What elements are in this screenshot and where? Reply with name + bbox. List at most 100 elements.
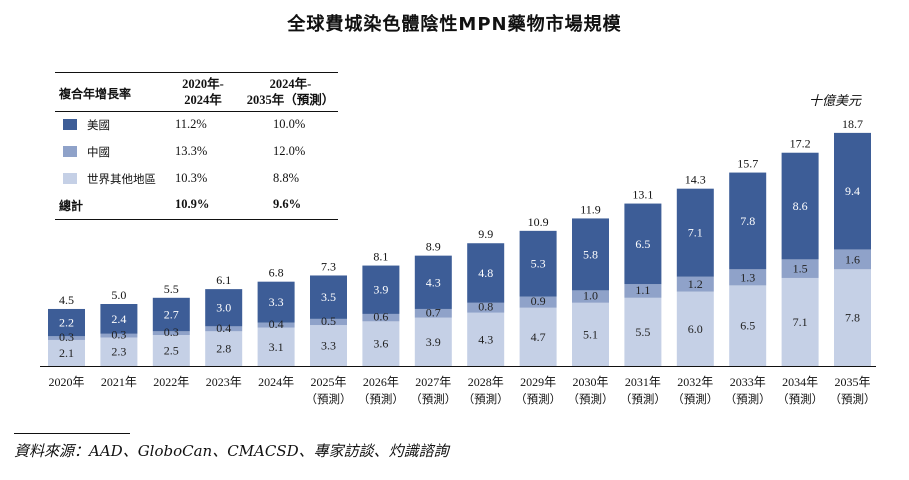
total-label: 14.3	[685, 173, 706, 187]
bar-segment-china	[152, 331, 190, 335]
data-label-us: 2.7	[164, 308, 179, 322]
bar-segment-rest-of-world	[414, 317, 452, 366]
data-label-china: 0.4	[269, 317, 284, 331]
data-label-rest-of-world: 2.8	[216, 342, 231, 356]
bar-segment-china	[205, 326, 243, 332]
x-tick-label: 2020年	[48, 375, 84, 389]
legend-row-rest-of-world: 世界其他地區 10.3% 8.8%	[55, 166, 338, 193]
total-label: 11.9	[580, 202, 601, 216]
x-tick-forecast-label: （預測）	[672, 392, 718, 406]
legend-row-total: 總計 10.9% 9.6%	[55, 193, 338, 220]
x-tick-forecast-label: （預測）	[830, 392, 876, 406]
x-tick-label: 2024年	[258, 375, 294, 389]
bar-segment-china	[519, 296, 557, 308]
bar-segment-us	[100, 304, 138, 334]
data-label-us: 2.2	[59, 316, 74, 330]
x-tick-forecast-label: （預測）	[777, 392, 823, 406]
bar-segment-china	[100, 333, 138, 338]
data-label-rest-of-world: 2.1	[59, 346, 74, 360]
data-label-rest-of-world: 6.5	[740, 319, 755, 333]
legend-cagr2-rest-of-world: 8.8%	[273, 171, 300, 185]
x-tick-label: 2022年	[153, 375, 189, 389]
data-label-us: 3.3	[269, 295, 284, 309]
total-label: 5.5	[164, 282, 179, 296]
bar-segment-china	[257, 322, 295, 328]
total-label: 4.5	[59, 293, 74, 307]
total-label: 10.9	[528, 215, 549, 229]
bar-segment-us	[624, 203, 662, 285]
x-tick-label: 2025年	[310, 375, 346, 389]
total-label: 7.3	[321, 259, 336, 273]
legend-swatch-china	[63, 146, 77, 157]
x-tick-label: 2021年	[101, 375, 137, 389]
bar-segment-us	[205, 289, 243, 327]
x-tick-label: 2032年	[677, 375, 713, 389]
bar-segment-rest-of-world	[257, 327, 295, 366]
bar-segment-rest-of-world	[362, 321, 400, 366]
x-tick-label: 2027年	[415, 375, 451, 389]
x-tick-label: 2026年	[363, 375, 399, 389]
data-label-rest-of-world: 5.1	[583, 327, 598, 341]
bar-segment-china	[414, 308, 452, 318]
data-label-china: 0.7	[426, 305, 441, 319]
total-label: 13.1	[632, 188, 653, 202]
data-label-rest-of-world: 3.3	[321, 339, 336, 353]
bar-segment-rest-of-world	[676, 291, 714, 366]
data-label-rest-of-world: 4.3	[478, 332, 493, 346]
data-label-rest-of-world: 4.7	[531, 330, 546, 344]
chart-title: 全球費城染色體陰性MPN藥物市場規模	[287, 14, 622, 35]
bar-segment-us	[414, 255, 452, 309]
bar-segment-rest-of-world	[781, 277, 819, 366]
data-label-china: 0.3	[59, 330, 74, 344]
legend-cagr1-china: 13.3%	[175, 144, 208, 158]
bar-segment-rest-of-world	[100, 337, 138, 366]
legend-swatch-rest-of-world	[63, 173, 77, 184]
data-label-us: 2.4	[111, 312, 126, 326]
legend-cagr1-us: 11.2%	[175, 117, 207, 131]
total-label: 15.7	[737, 157, 758, 171]
x-tick-forecast-label: （預測）	[306, 392, 352, 406]
legend-name-us: 美國	[87, 118, 110, 132]
bar-segment-us	[572, 218, 609, 291]
x-tick-forecast-label: （預測）	[568, 392, 614, 406]
data-label-china: 0.4	[216, 321, 231, 335]
x-tick-label: 2029年	[520, 375, 556, 389]
bar-segment-us	[48, 308, 85, 337]
legend-cagr1-total: 10.9%	[175, 197, 210, 211]
bar-segment-china	[48, 336, 85, 340]
data-label-us: 6.5	[635, 237, 650, 251]
bar-segment-rest-of-world	[729, 285, 767, 366]
x-tick-forecast-label: （預測）	[358, 392, 404, 406]
x-tick-forecast-label: （預測）	[620, 392, 666, 406]
data-label-china: 0.3	[164, 325, 179, 339]
bar-segment-rest-of-world	[624, 297, 662, 366]
x-tick-label: 2034年	[782, 375, 818, 389]
legend-header-label: 複合年增長率	[59, 87, 132, 101]
bar-segment-rest-of-world	[310, 325, 347, 366]
data-label-rest-of-world: 2.3	[111, 345, 126, 359]
data-label-china: 1.1	[635, 283, 650, 297]
total-label: 5.0	[111, 288, 126, 302]
data-label-rest-of-world: 6.0	[688, 322, 703, 336]
bar-segment-china	[729, 269, 767, 286]
bar-segment-china	[310, 318, 347, 326]
data-label-rest-of-world: 3.6	[373, 337, 388, 351]
legend-header-col2: 2024年- 2035年（預測）	[246, 77, 335, 107]
data-label-china: 0.6	[373, 310, 388, 324]
legend-header-col1: 2020年- 2024年	[182, 77, 224, 107]
bar-segment-us	[152, 297, 190, 332]
bar-segment-china	[834, 249, 871, 270]
source-note: 資料來源：AAD、GloboCan、CMACSD、專家訪談、灼識諮詢	[14, 442, 449, 460]
total-label: 17.2	[790, 137, 811, 151]
data-label-us: 9.4	[845, 184, 860, 198]
data-label-us: 3.9	[373, 283, 388, 297]
legend-header: 複合年增長率 2020年- 2024年 2024年- 2035年（預測）	[55, 72, 338, 112]
data-label-us: 5.8	[583, 247, 598, 261]
bar-segment-china	[676, 276, 714, 292]
data-label-rest-of-world: 5.5	[635, 325, 650, 339]
cagr-legend-table: 複合年增長率 2020年- 2024年 2024年- 2035年（預測） 美國 …	[55, 72, 338, 220]
bar-segment-rest-of-world	[467, 312, 505, 366]
data-label-china: 0.8	[478, 300, 493, 314]
legend-row-us: 美國 11.2% 10.0%	[55, 112, 338, 139]
x-tick-forecast-label: （預測）	[515, 392, 561, 406]
